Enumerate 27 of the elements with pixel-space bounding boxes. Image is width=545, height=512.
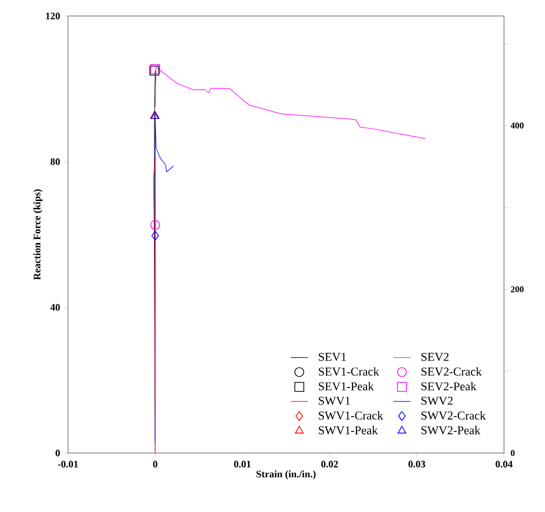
y2-tick-label: 400: [510, 122, 524, 129]
y2-tick-label: 200: [510, 286, 524, 292]
legend-label: SWV2: [421, 396, 453, 405]
legend-label: SWV1-Peak: [318, 426, 378, 434]
x-tick-label: -0.01: [58, 460, 78, 468]
y-tick-label: 120: [46, 12, 60, 20]
legend-label: SWV2-Crack: [421, 411, 486, 420]
legend-label: SEV2-Peak: [421, 382, 476, 390]
y-tick-label: 0: [56, 450, 60, 456]
x-axis-title: Strain (in./in.): [256, 470, 316, 480]
x-tick-label: 0.04: [496, 460, 513, 468]
legend-label: SWV2-Peak: [421, 426, 480, 434]
x-tick-label: 0.02: [321, 460, 338, 468]
x-tick-label: 0: [153, 460, 158, 468]
legend-label: SWV1: [318, 396, 350, 405]
y2-tick-label: 0: [510, 450, 515, 456]
legend-label: SEV1-Crack: [318, 367, 380, 376]
x-tick-label: 0.01: [234, 460, 251, 468]
legend-label: SEV1-Peak: [318, 382, 374, 390]
x-tick-label: 0.03: [408, 460, 426, 468]
y-axis-title: Reaction Force (kips): [33, 189, 42, 280]
y-tick-label: 80: [50, 158, 60, 166]
legend-label: SEV2-Crack: [421, 367, 482, 376]
legend-label: SWV1-Crack: [318, 411, 384, 420]
legend-label: SEV1: [318, 352, 346, 361]
y-tick-label: 40: [50, 304, 60, 311]
legend-label: SEV2: [421, 352, 449, 361]
